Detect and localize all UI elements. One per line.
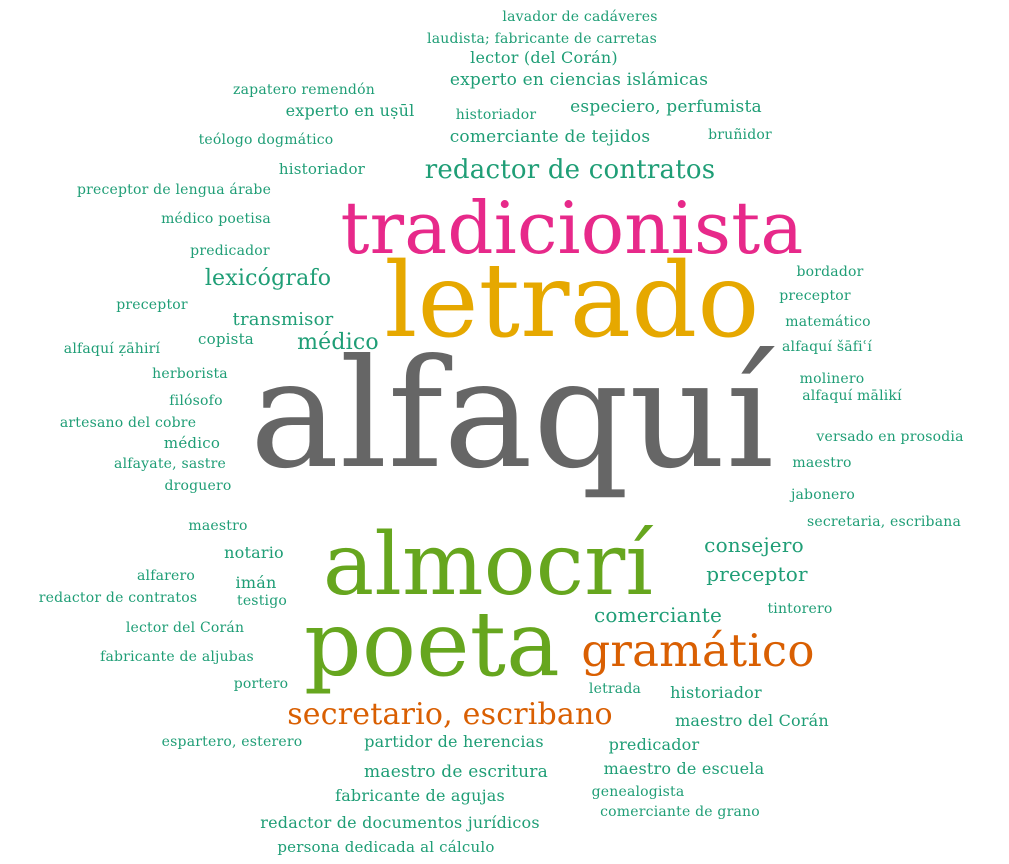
word-notario: notario [224,543,284,562]
word-alfaqui-maliki: alfaquí mālikí [802,388,902,404]
word-preceptor: preceptor [779,288,851,304]
word-alfayate-sastre: alfayate, sastre [114,456,226,472]
word-iman: imán [235,573,277,592]
word-fabricante-de-aljubas: fabricante de aljubas [100,649,254,665]
word-portero: portero [233,676,289,692]
word-letrada: letrada [588,681,642,697]
word-almocri: almocrí [322,515,654,615]
word-preceptor-lengua-arabe: preceptor de lengua árabe [76,182,272,198]
word-poeta: poeta [304,592,560,697]
word-experto-ciencias: experto en ciencias islámicas [449,70,709,90]
word-maestro-de-escuela: maestro de escuela [603,759,765,778]
word-laudista: laudista; fabricante de carretas [427,31,657,47]
word-maestro: maestro [792,455,852,471]
word-secretaria-escribana: secretaria, escribana [806,514,962,530]
word-genealogista: genealogista [591,784,685,800]
word-fabricante-de-agujas: fabricante de agujas [335,786,505,805]
word-medico-poetisa: médico poetisa [161,211,271,227]
word-molinero: molinero [799,371,865,387]
word-artesano-del-cobre: artesano del cobre [59,415,197,431]
word-espartero-estorero: espartero, esterero [161,734,303,750]
word-medico: médico [297,330,379,355]
word-preceptor: preceptor [116,297,188,313]
word-secretario-escribano: secretario, escribano [287,697,613,732]
word-brunidor: bruñidor [708,127,772,143]
word-redactor-documentos: redactor de documentos jurídicos [260,813,540,832]
word-zapatero-remendon: zapatero remendón [233,82,375,98]
word-matematico: matemático [785,314,871,330]
word-lector-del-coran: lector del Corán [125,620,245,636]
word-partidor-de-herencias: partidor de herencias [364,732,544,751]
word-comerciante-tejidos: comerciante de tejidos [449,127,651,147]
word-jabonero: jabonero [790,487,856,503]
word-gramatico: gramático [581,624,815,677]
word-copista: copista [198,330,254,348]
word-transmisor: transmisor [232,309,334,330]
word-testigo: testigo [237,593,287,609]
word-tradicionista: tradicionista [340,186,804,270]
word-teologo-dogmatico: teólogo dogmático [198,132,334,148]
word-bordador: bordador [796,264,864,280]
word-predicador: predicador [608,735,700,754]
word-comerciante-de-grano: comerciante de grano [600,804,760,820]
word-historiador: historiador [278,160,366,178]
word-maestro-del-coran: maestro del Corán [675,711,829,730]
word-tintorero: tintorero [767,601,833,617]
word-persona-calculo: persona dedicada al cálculo [277,838,495,856]
word-alfaqui: alfaquí [249,328,775,502]
word-predicador: predicador [190,243,270,259]
word-consejero: consejero [704,533,804,557]
word-especiero: especiero, perfumista [570,97,762,117]
word-maestro: maestro [188,518,248,534]
word-redactor-de-contratos: redactor de contratos [424,155,716,185]
word-experto-usul: experto en uṣūl [285,101,415,120]
word-alfaqui-safii: alfaquí šāfiʿí [781,339,873,355]
word-filosofo: filósofo [169,393,223,409]
word-versado-en-prosodia: versado en prosodia [816,429,964,445]
word-lavador-de-cadaveres: lavador de cadáveres [502,9,658,25]
word-alfarero: alfarero [136,568,196,584]
word-historiador: historiador [455,107,537,123]
word-redactor-de-contratos: redactor de contratos [38,590,198,606]
word-preceptor-big: preceptor [706,562,808,586]
word-letrado: letrado [384,241,760,361]
word-maestro-de-escritura: maestro de escritura [364,762,548,782]
word-medico-small: médico [163,434,221,452]
word-lector-del-coran: lector (del Corán) [470,48,618,67]
word-droguero: droguero [164,478,232,494]
word-historiador: historiador [670,683,762,702]
word-comerciante: comerciante [593,603,723,627]
word-alfaqui-zahiri: alfaquí ẓāhirí [63,341,161,357]
word-herborista: herborista [152,366,228,382]
word-lexicografo: lexicógrafo [204,266,332,291]
